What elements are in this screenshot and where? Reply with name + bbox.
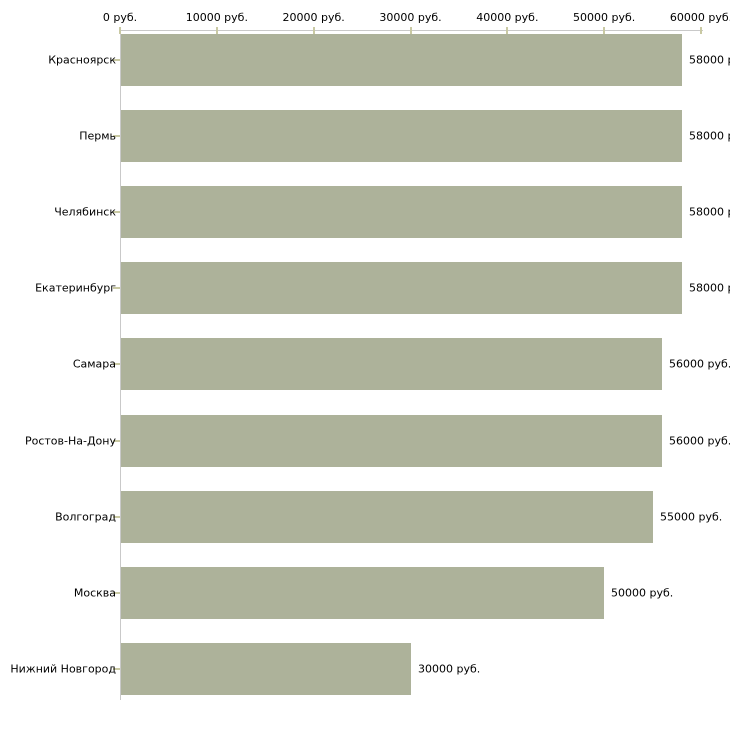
bar (121, 414, 662, 467)
value-label: 58000 руб. (689, 129, 730, 143)
value-label: 58000 руб. (689, 205, 730, 219)
value-label: 58000 руб. (689, 281, 730, 295)
category-label: Нижний Новгород (10, 662, 116, 676)
y-axis-tick (113, 287, 120, 290)
x-axis-tick (506, 27, 509, 34)
category-label: Ростов-На-Дону (24, 434, 116, 447)
category-label: Красноярск (48, 53, 116, 66)
value-label: 50000 руб. (611, 586, 674, 600)
x-axis-tick-label: 40000 руб. (476, 11, 539, 24)
value-label: 56000 руб. (669, 357, 730, 371)
bar (121, 566, 604, 619)
bar (121, 262, 682, 315)
bar (121, 643, 411, 696)
y-axis-tick (113, 363, 120, 366)
x-axis-tick-label: 0 руб. (102, 11, 138, 24)
x-axis-tick (119, 27, 121, 34)
x-axis-tick-label: 10000 руб. (185, 11, 248, 24)
bar (121, 33, 682, 86)
category-label: Самара (72, 357, 116, 371)
bar (121, 109, 682, 162)
bar (121, 490, 653, 543)
category-label: Москва (73, 586, 116, 600)
value-label: 56000 руб. (669, 434, 730, 447)
category-label: Екатеринбург (35, 281, 116, 295)
category-label: Челябинск (54, 205, 116, 219)
value-label: 30000 руб. (418, 662, 481, 676)
y-axis-tick (113, 515, 120, 518)
y-axis-tick (113, 668, 120, 671)
category-label: Пермь (79, 129, 116, 143)
x-axis-tick (603, 27, 606, 34)
value-label: 55000 руб. (660, 510, 723, 524)
x-axis-tick-label: 20000 руб. (282, 11, 345, 24)
x-axis-tick (312, 27, 315, 34)
bar (121, 338, 662, 391)
y-axis-tick (113, 134, 120, 137)
value-label: 58000 руб. (689, 53, 730, 66)
x-axis-tick-label: 60000 руб. (669, 11, 730, 24)
x-axis-tick-label: 50000 руб. (573, 11, 636, 24)
x-axis-tick (700, 27, 702, 34)
y-axis-tick (113, 210, 120, 213)
y-axis-line (120, 30, 121, 700)
x-axis-tick-label: 30000 руб. (379, 11, 442, 24)
y-axis-tick (113, 58, 120, 61)
x-axis-tick (409, 27, 412, 34)
bar (121, 185, 682, 238)
y-axis-tick (113, 439, 120, 442)
y-axis-tick (113, 591, 120, 594)
x-axis-line (120, 30, 703, 31)
category-label: Волгоград (55, 510, 116, 524)
x-axis-tick (215, 27, 218, 34)
